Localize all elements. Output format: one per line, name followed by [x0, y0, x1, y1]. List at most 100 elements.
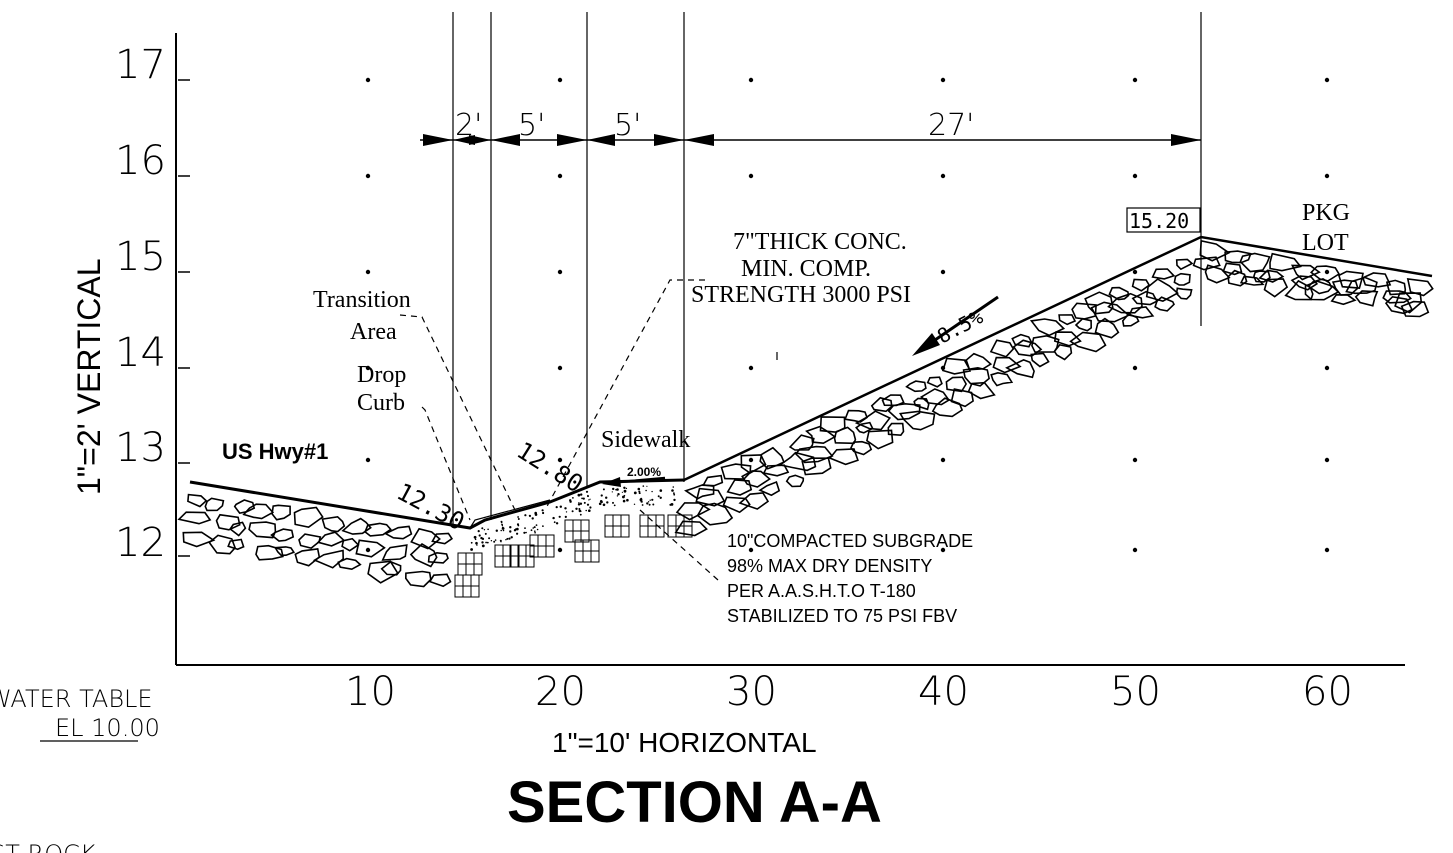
stipple-dot: [509, 526, 512, 529]
stipple-dot: [638, 492, 641, 495]
stipple-dot: [474, 538, 477, 541]
concrete-note-line-2: MIN. COMP.: [741, 256, 871, 282]
rock: [1263, 278, 1289, 298]
rock: [1222, 262, 1243, 276]
grid-dot: [1324, 457, 1330, 463]
stipple-dot: [501, 522, 503, 524]
grid-dot: [748, 457, 754, 463]
stipple-dot: [673, 493, 676, 496]
stipple-dot: [488, 537, 491, 540]
y-tick-label: 13: [115, 425, 166, 471]
rock: [273, 546, 296, 557]
stipple-dot: [534, 531, 536, 534]
stipple-dot: [651, 490, 653, 493]
stipple-dot: [622, 495, 625, 499]
concrete-stipple: [470, 485, 676, 551]
stipple-dot: [542, 525, 544, 527]
rock: [1224, 250, 1252, 264]
rock: [855, 421, 874, 434]
rock: [341, 537, 360, 552]
rock: [674, 520, 708, 537]
rock: [1330, 293, 1357, 306]
stipple-dot: [486, 541, 489, 544]
rock: [1107, 292, 1143, 314]
grid-dot: [1324, 77, 1330, 83]
stipple-dot: [612, 487, 615, 491]
rock: [801, 457, 832, 476]
x-tick-label: 60: [1302, 669, 1353, 715]
grid-dot: [748, 269, 754, 275]
stipple-dot: [577, 503, 581, 506]
rock: [962, 366, 990, 387]
stipple-dot: [533, 526, 536, 529]
rock: [321, 515, 346, 533]
rock: [741, 470, 772, 488]
rock: [1031, 334, 1060, 353]
stipple-dot: [671, 489, 674, 492]
stipple-dot: [524, 514, 527, 517]
rock: [738, 492, 770, 510]
stipple-dot: [534, 513, 538, 516]
rock: [1030, 352, 1050, 368]
rock: [341, 517, 372, 535]
section-title: SECTION A-A: [507, 770, 882, 835]
rock: [410, 527, 441, 550]
grid-dot: [557, 269, 563, 275]
rock: [696, 502, 734, 526]
rock: [722, 496, 751, 514]
grid-dot: [748, 77, 754, 83]
stipple-dot: [483, 529, 486, 531]
rock: [1400, 300, 1430, 318]
stipple-dot: [582, 497, 585, 500]
dimension-27ft: 27': [928, 108, 974, 143]
stipple-dot: [525, 531, 527, 534]
stipple-dot: [579, 513, 582, 516]
water-table-label-line-1: WATER TABLE: [0, 685, 153, 713]
stipple-dot: [500, 529, 503, 532]
stipple-dot: [470, 541, 473, 544]
stipple-dot: [622, 499, 626, 503]
stipple-dot: [625, 487, 628, 490]
rock: [1406, 277, 1434, 297]
rock: [427, 551, 449, 564]
grid-dot: [557, 365, 563, 371]
rock: [1354, 290, 1379, 307]
rock: [989, 339, 1015, 358]
stipple-dot: [495, 529, 498, 532]
rock: [208, 534, 237, 555]
subgrade-note-line-2: 98% MAX DRY DENSITY: [727, 556, 932, 576]
rock: [428, 573, 452, 588]
grid-dot: [1324, 269, 1330, 275]
grid-dot: [1132, 547, 1138, 553]
x-tick-label: 30: [726, 669, 777, 715]
rock: [1121, 313, 1140, 327]
stipple-dot: [502, 529, 505, 532]
subgrade-note-line-4: STABILIZED TO 75 PSI FBV: [727, 606, 957, 626]
grid-dot: [748, 365, 754, 371]
stipple-dot: [494, 539, 497, 541]
stipple-dot: [641, 504, 644, 506]
stipple-dot: [505, 539, 507, 541]
rock: [850, 440, 873, 456]
subgrade-note-line-3: PER A.A.S.H.T.O T-180: [727, 581, 916, 601]
grid-dot: [1132, 173, 1138, 179]
rock: [177, 511, 212, 525]
rock: [1175, 258, 1194, 271]
rock: [293, 506, 324, 529]
rock: [926, 376, 943, 388]
rock: [1239, 275, 1265, 286]
rock: [229, 521, 247, 537]
rock: [1090, 301, 1131, 323]
rock: [1304, 280, 1340, 301]
stipple-dot: [534, 530, 536, 532]
rock: [695, 487, 726, 507]
stipple-dot: [565, 511, 568, 513]
stipple-dot: [600, 494, 603, 497]
rock: [899, 410, 936, 431]
rock: [726, 479, 753, 496]
rock: [866, 429, 894, 450]
rock: [1269, 252, 1302, 272]
grid-dot: [365, 77, 371, 83]
rock: [270, 528, 295, 542]
